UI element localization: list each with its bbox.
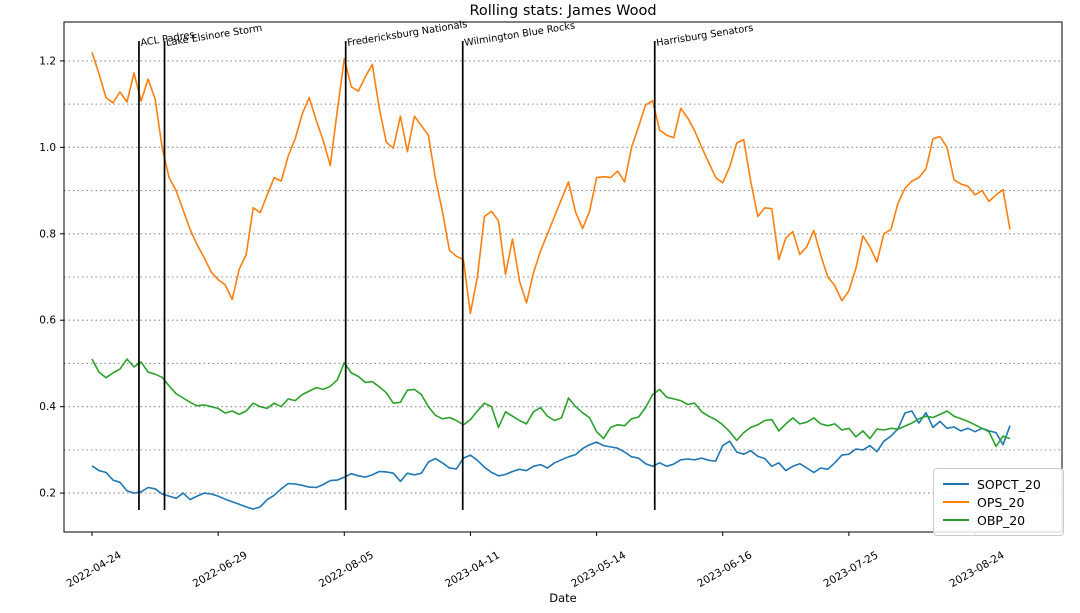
x-tick-label: 2022-04-24: [65, 549, 124, 590]
series-line-obp_20: [91, 358, 1011, 448]
legend-label-sopct: SOPCT_20: [977, 476, 1041, 492]
x-tick-label: 2023-07-25: [822, 549, 881, 590]
legend-line-swatch-ops: [943, 501, 969, 503]
annotation-label: Fredericksburg Nationals: [346, 19, 468, 49]
x-tick-label: 2023-08-24: [948, 549, 1007, 590]
y-tick-label: 0.4: [39, 401, 56, 413]
y-tick-label: 0.8: [39, 228, 56, 240]
legend-item-obp: OBP_20: [943, 511, 1055, 529]
x-tick-label: 2022-08-05: [317, 549, 376, 590]
y-tick-label: 1.2: [39, 55, 56, 67]
y-tick-label: 0.2: [39, 488, 56, 500]
y-tick-label: 1.0: [39, 142, 56, 154]
legend-label-ops: OPS_20: [977, 494, 1025, 510]
legend-line-swatch-sopct: [943, 483, 969, 485]
annotation-label: Harrisburg Senators: [655, 23, 754, 49]
series-line-sopct_20: [91, 410, 1011, 510]
series-line-ops_20: [91, 52, 1011, 315]
x-tick-label: 2022-06-29: [191, 549, 250, 590]
annotation-label: Wilmington Blue Rocks: [463, 21, 575, 49]
legend-item-sopct: SOPCT_20: [943, 475, 1055, 493]
legend-line-swatch-obp: [943, 519, 969, 521]
y-tick-label: 0.6: [39, 315, 56, 327]
x-tick-label: 2023-05-14: [569, 549, 628, 590]
x-axis-title: Date: [549, 591, 577, 605]
legend-item-ops: OPS_20: [943, 493, 1055, 511]
annotation-label: Lake Elsinore Storm: [165, 23, 263, 49]
plot-border: [63, 21, 1063, 533]
legend-label-obp: OBP_20: [977, 512, 1026, 528]
x-tick-label: 2023-06-16: [695, 549, 754, 590]
x-tick-label: 2023-04-11: [443, 549, 502, 590]
legend: SOPCT_20 OPS_20 OBP_20: [933, 468, 1064, 536]
chart-title: Rolling stats: James Wood: [469, 3, 657, 19]
